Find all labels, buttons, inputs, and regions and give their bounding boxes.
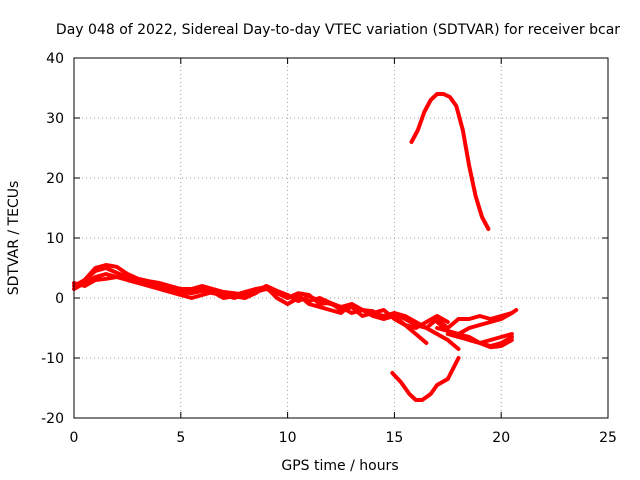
y-tick-label: -20 <box>41 411 64 427</box>
series-line-main-band-d <box>82 263 429 345</box>
y-tick-label: 10 <box>46 231 64 247</box>
y-tick-label: -10 <box>41 351 64 367</box>
series-line-tail-lower-c <box>467 338 514 350</box>
series-layer <box>72 92 519 402</box>
x-tick-label: 10 <box>279 430 297 446</box>
x-tick-label: 25 <box>599 430 617 446</box>
y-axis-label: SDTVAR / TECUs <box>6 181 22 296</box>
x-tick-label: 0 <box>70 430 79 446</box>
y-tick-label: 30 <box>46 111 64 127</box>
chart-title: Day 048 of 2022, Sidereal Day-to-day VTE… <box>56 22 620 38</box>
series-line-high-peak-arc <box>409 92 491 231</box>
tick-layer: 0 5 10 15 20 25 -20 -10 0 10 20 30 40 <box>41 51 617 446</box>
x-axis-label: GPS time / hours <box>281 458 398 474</box>
y-tick-label: 40 <box>46 51 64 67</box>
x-tick-label: 20 <box>492 430 510 446</box>
grid-layer <box>74 58 608 418</box>
x-tick-label: 15 <box>385 430 403 446</box>
y-tick-label: 0 <box>55 291 64 307</box>
x-tick-label: 5 <box>176 430 185 446</box>
series-line-main-band-c <box>72 275 418 327</box>
series-line-low-dip-arc <box>390 356 461 402</box>
y-tick-label: 20 <box>46 171 64 187</box>
